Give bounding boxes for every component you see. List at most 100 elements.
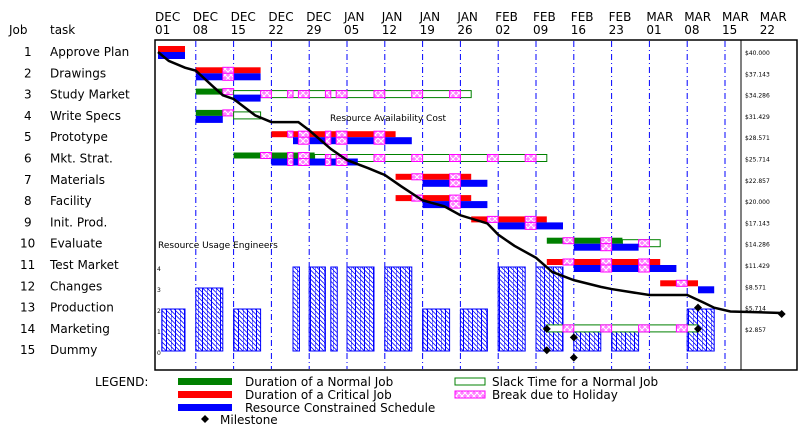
job-task: Study Market <box>50 88 130 102</box>
resource-bar <box>293 137 412 145</box>
holiday-break <box>600 264 613 273</box>
date-month: JAN <box>456 10 478 24</box>
date-month: DEC <box>268 10 293 24</box>
milestone-diamond <box>569 333 578 342</box>
header-task: task <box>50 23 75 37</box>
holiday-break <box>449 200 461 209</box>
cost-label: $28.571 <box>745 135 770 142</box>
job-task: Production <box>50 301 114 315</box>
usage-tick: 2 <box>157 308 161 315</box>
holiday-break <box>638 239 650 248</box>
legend-critical: Duration of a Critical Job <box>245 388 392 402</box>
date-month: FEB <box>495 10 518 24</box>
legend-resource-swatch <box>178 404 232 411</box>
holiday-break <box>287 90 294 99</box>
date-day: 15 <box>231 23 246 37</box>
holiday-break <box>222 88 235 96</box>
cost-label: $25.714 <box>745 157 770 164</box>
milestone-diamond <box>694 303 702 312</box>
resource-bar <box>271 158 358 166</box>
job-number: 7 <box>24 173 32 187</box>
resource-bar <box>195 115 223 123</box>
date-day: 05 <box>344 23 359 37</box>
resource-bar <box>233 94 261 102</box>
milestone-diamond <box>542 346 551 355</box>
holiday-break <box>411 173 424 181</box>
job-number: 4 <box>24 109 32 123</box>
job-row: 11 Test Market $11.429 <box>20 258 770 273</box>
job-number: 14 <box>20 322 35 336</box>
milestone-diamond <box>694 324 702 333</box>
holiday-break <box>638 324 650 333</box>
job-row: 12 Changes $8.571 <box>20 279 766 294</box>
holiday-break <box>600 258 613 266</box>
cost-curve <box>157 51 782 315</box>
date-day: 08 <box>193 23 208 37</box>
holiday-break <box>600 237 613 245</box>
legend-title: LEGEND: <box>95 375 148 389</box>
job-number: 9 <box>24 215 32 229</box>
date-day: 22 <box>268 23 283 37</box>
usage-bar <box>195 287 224 352</box>
date-month: FEB <box>571 10 594 24</box>
job-task: Dummy <box>50 343 97 357</box>
holiday-break <box>324 158 332 166</box>
job-row: 2 Drawings $37.143 <box>24 66 770 81</box>
date-month: DEC <box>193 10 218 24</box>
holiday-break <box>335 90 348 99</box>
job-task: Materials <box>50 173 105 187</box>
date-day: 16 <box>571 23 586 37</box>
legend-milestone: Milestone <box>220 413 278 427</box>
usage-bar <box>292 266 300 352</box>
holiday-break <box>373 130 386 138</box>
holiday-break <box>449 173 461 181</box>
usage-bar <box>308 266 326 352</box>
legend-normal: Duration of a Normal Job <box>245 375 393 389</box>
header-job: Job <box>8 23 28 37</box>
holiday-break <box>260 152 272 159</box>
date-day: 23 <box>609 23 624 37</box>
slack-bar <box>233 111 262 120</box>
usage-bar <box>459 308 488 352</box>
usage-tick: 0 <box>157 350 161 357</box>
date-month: FEB <box>533 10 556 24</box>
holiday-break <box>260 90 272 99</box>
job-row: 9 Init. Prod. $17.143 <box>24 215 770 230</box>
cost-label: $2.857 <box>745 327 766 334</box>
job-number: 13 <box>20 301 35 315</box>
holiday-break <box>287 130 294 138</box>
usage-bar <box>535 266 564 352</box>
holiday-break <box>449 194 461 202</box>
holiday-break <box>562 237 575 245</box>
holiday-break <box>324 90 332 99</box>
job-row: 10 Evaluate $14.286 <box>20 237 770 252</box>
date-day: 22 <box>760 23 775 37</box>
holiday-break <box>562 324 575 333</box>
resource-bar <box>698 286 715 294</box>
slack-bar <box>314 154 548 162</box>
usage-bar <box>422 308 451 352</box>
cost-label: $20.000 <box>745 199 770 206</box>
holiday-break <box>297 158 310 166</box>
plot-frame <box>154 39 798 371</box>
usage-tick: 1 <box>157 329 161 336</box>
job-task: Init. Prod. <box>50 215 107 229</box>
holiday-break <box>449 90 461 99</box>
job-number: 11 <box>20 258 35 272</box>
job-row: 8 Facility $20.000 <box>24 194 770 209</box>
holiday-break <box>675 279 688 287</box>
job-task: Test Market <box>49 258 119 272</box>
holiday-break <box>335 158 348 166</box>
critical-job-bar <box>395 195 472 202</box>
legend-normal-swatch <box>178 378 232 385</box>
holiday-break <box>562 258 575 266</box>
legend-milestone-icon <box>201 415 209 423</box>
job-task: Approve Plan <box>50 45 129 59</box>
legend-holiday-swatch <box>454 390 486 399</box>
cost-label: $37.143 <box>745 71 770 78</box>
date-month: JAN <box>419 10 441 24</box>
holiday-break <box>324 136 332 145</box>
legend-critical-swatch <box>178 391 232 398</box>
critical-job-bar <box>471 216 547 223</box>
